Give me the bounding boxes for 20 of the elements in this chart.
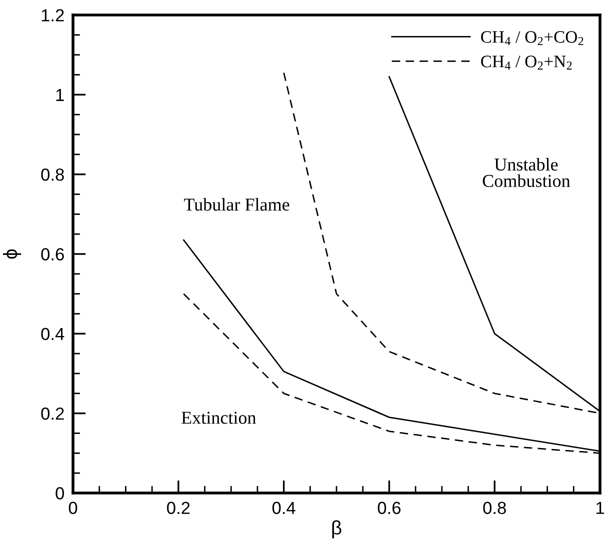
x-tick-label: 0 <box>68 502 78 514</box>
legend-label: CH$_{4}$ / O$_{2}$+CO$_{2}$ <box>481 31 584 46</box>
y-tick-label: 0.6 <box>41 248 64 260</box>
annotation: Unstable Combustion <box>482 158 570 188</box>
x-tick-label: 1 <box>596 502 604 514</box>
x-tick-label: 0.4 <box>272 502 296 514</box>
y-tick-label: 0.8 <box>41 168 64 181</box>
legend-label: CH$_{4}$ / O$_{2}$+N$_{2}$ <box>481 56 572 70</box>
y-tick-label: 0 <box>56 487 64 500</box>
y-tick-label: 1.2 <box>42 9 64 22</box>
y-tick-label: 0.2 <box>41 408 64 420</box>
x-axis-title: β <box>332 520 342 538</box>
x-tick-label: 0.6 <box>378 502 401 514</box>
y-tick-label: 1 <box>56 89 64 101</box>
annotation: Tubular Flame <box>184 198 290 211</box>
annotation: Extinction <box>182 412 256 424</box>
x-tick-label: 0.8 <box>483 502 506 514</box>
y-axis-title: ϕ <box>2 249 22 259</box>
x-tick-label: 0.2 <box>167 502 190 514</box>
y-tick-label: 0.4 <box>41 328 64 340</box>
